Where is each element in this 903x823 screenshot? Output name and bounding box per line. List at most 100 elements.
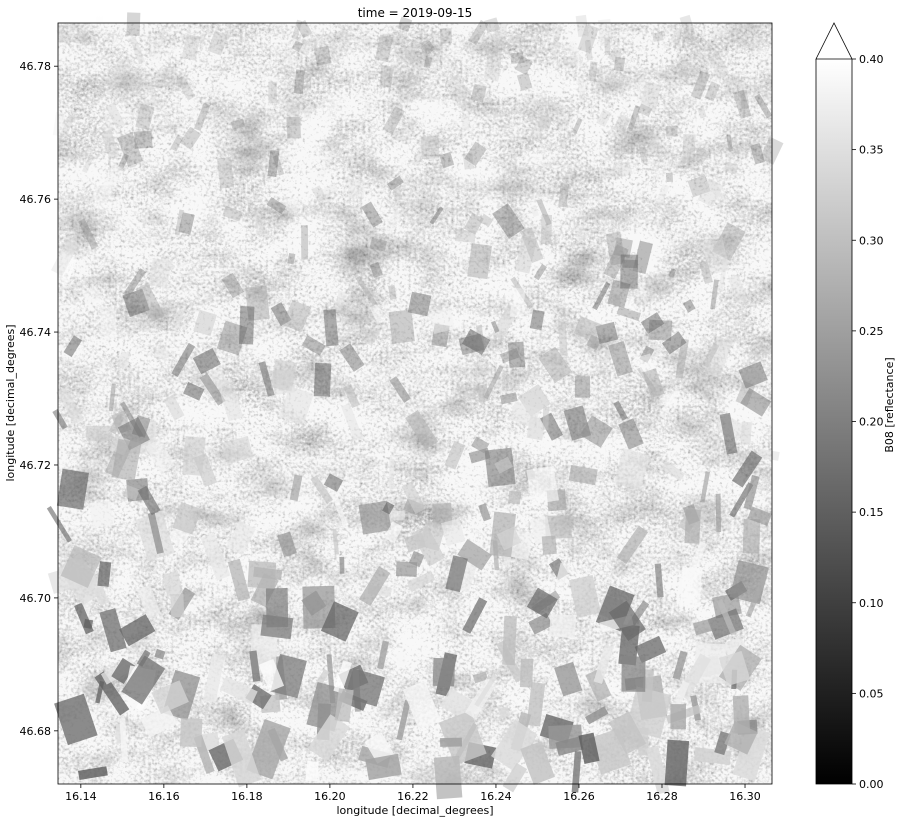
field-patch [202, 653, 225, 703]
field-patch [108, 383, 116, 412]
field-patch [572, 117, 583, 135]
field-patch [738, 361, 768, 389]
field-patch [170, 134, 184, 152]
field-patch [586, 334, 602, 351]
field-patch [323, 309, 339, 347]
field-patch [179, 718, 203, 748]
field-patch [526, 465, 559, 505]
field-patch [613, 56, 626, 72]
field-patch [176, 125, 186, 139]
field-patch [536, 198, 552, 226]
field-patch [382, 501, 395, 515]
field-patch [661, 331, 687, 355]
field-patch [394, 651, 408, 667]
field-patch [684, 509, 701, 544]
field-patch [99, 608, 127, 653]
x-tick-label: 16.22 [397, 790, 429, 803]
field-patch [431, 323, 450, 348]
field-patch [365, 753, 402, 781]
field-patch [759, 136, 784, 165]
field-patch [507, 490, 522, 505]
x-tick-label: 16.20 [314, 790, 346, 803]
field-patch [100, 306, 117, 339]
field-patch [632, 240, 653, 274]
field-patch [509, 287, 526, 318]
field-patch [429, 206, 444, 225]
field-patch [151, 680, 189, 715]
field-patch [91, 179, 115, 211]
field-patch [183, 381, 205, 401]
field-patch [386, 175, 404, 191]
field-patch [170, 593, 185, 618]
field-patch [355, 275, 378, 307]
field-patch [289, 474, 303, 502]
field-patch [258, 361, 275, 397]
field-patch [682, 134, 696, 165]
field-patch [94, 671, 130, 716]
colorbar-label: B08 [reflectance] [883, 357, 896, 452]
x-tick-label: 16.28 [646, 790, 678, 803]
field-patch [78, 218, 99, 250]
field-patch [421, 40, 436, 55]
field-patch [140, 705, 178, 738]
field-patch [428, 307, 456, 335]
field-patch [479, 213, 494, 228]
field-patch [727, 274, 748, 304]
field-patch [750, 143, 765, 165]
field-patch [247, 560, 277, 589]
field-patch [739, 89, 750, 110]
field-patch [644, 135, 661, 158]
field-patch [639, 146, 648, 163]
field-patch [163, 394, 185, 421]
field-patch [575, 376, 591, 398]
field-patch [402, 680, 442, 730]
field-patch [573, 316, 603, 342]
field-patch [510, 52, 524, 64]
field-patch [122, 484, 140, 501]
field-patch [652, 31, 664, 42]
field-patch [277, 531, 297, 558]
field-patch [310, 475, 334, 504]
field-patch [493, 23, 508, 50]
field-patch [723, 161, 739, 175]
field-patch [471, 436, 490, 454]
field-patch [363, 327, 380, 347]
field-patch [135, 282, 165, 322]
field-patch [612, 113, 631, 135]
field-patch [742, 518, 761, 554]
field-patch [675, 338, 689, 379]
field-patch [52, 408, 68, 430]
y-tick-label: 46.76 [20, 193, 52, 206]
field-patch [613, 448, 650, 491]
field-patch [60, 545, 102, 589]
field-patch [646, 745, 670, 795]
field-patch [575, 14, 589, 37]
field-patch [593, 644, 614, 685]
x-axis: 16.14 16.16 16.18 16.20 16.22 16.24 16.26 16.28… [65, 784, 761, 803]
field-patch [745, 574, 768, 618]
x-axis-label: longitude [decimal_degrees] [336, 804, 493, 817]
field-patch [554, 661, 583, 697]
field-patch [137, 485, 161, 516]
plot-area [46, 12, 784, 800]
y-tick-label: 46.72 [20, 459, 52, 472]
y-tick-label: 46.70 [20, 592, 52, 605]
field-patch [56, 29, 66, 44]
field-patch [86, 425, 113, 442]
field-patch [369, 237, 388, 252]
field-patch [118, 153, 130, 169]
field-patch [636, 353, 655, 373]
field-patch [334, 688, 354, 723]
field-patch [718, 650, 751, 687]
field-patches [46, 12, 784, 800]
field-patch [135, 103, 155, 131]
field-patch [545, 515, 572, 539]
field-patch [52, 111, 66, 137]
field-patch [407, 570, 436, 592]
colorbar-tick-label: 0.35 [859, 144, 884, 157]
field-patch [568, 464, 598, 485]
field-patch [83, 618, 94, 629]
field-patch [282, 299, 312, 333]
field-patch [174, 209, 184, 236]
field-patch [445, 555, 468, 593]
